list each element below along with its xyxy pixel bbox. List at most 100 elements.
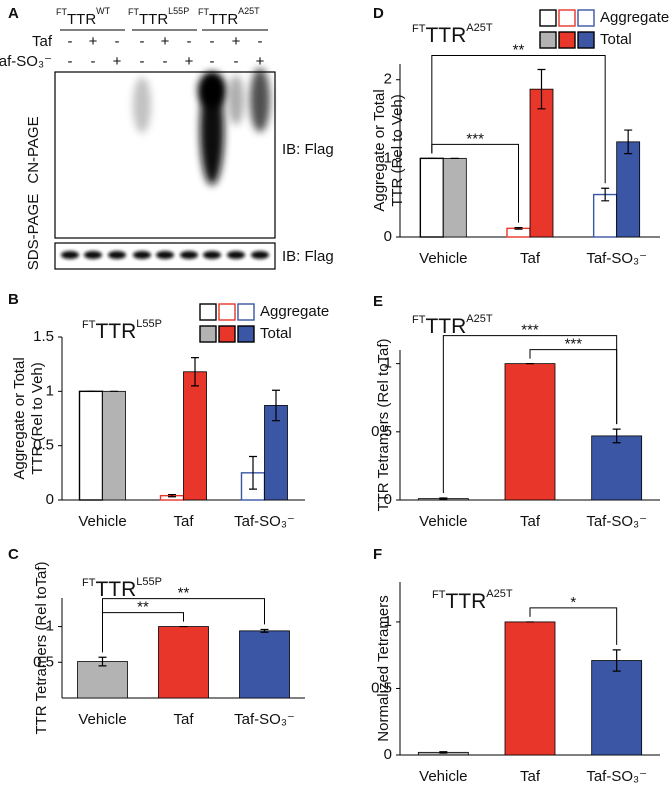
panel-title: FTTTRWT [56, 6, 111, 28]
bar [591, 435, 643, 501]
significance-label: *** [565, 336, 583, 353]
treatment-sign: - [210, 33, 215, 50]
treatment-sign: - [234, 53, 239, 70]
significance-label: ** [178, 585, 190, 602]
panel-letter: F [373, 546, 382, 563]
title-main: TTR [95, 320, 136, 343]
band [180, 251, 198, 259]
title-superscript: A25T [238, 6, 260, 16]
bar [529, 88, 554, 238]
x-tick-label: Vehicle [419, 250, 467, 267]
bar [616, 141, 641, 238]
legend-label: Aggregate [600, 9, 669, 26]
legend-swatch [199, 303, 217, 321]
significance-bracket [431, 55, 606, 184]
bar [239, 630, 290, 699]
x-tick-label: Taf-SO₃⁻ [234, 711, 295, 728]
x-tick-label: Vehicle [419, 768, 467, 785]
antibody-label: IB: Flag [282, 248, 334, 265]
error-bar [439, 751, 448, 754]
title-prefix: FT [56, 7, 67, 17]
title-superscript: L55P [136, 318, 162, 330]
treatment-sign: + [89, 33, 98, 50]
y-axis-label: Normalized Tetramers [375, 595, 392, 741]
legend-label: Aggregate [260, 303, 329, 320]
legend-label: Total [600, 31, 632, 48]
legend-swatch [577, 9, 595, 27]
panel-letter: E [373, 293, 383, 310]
x-tick-label: Vehicle [78, 513, 126, 530]
y-tick-label: 0 [384, 491, 392, 508]
y-tick-label: 2 [384, 71, 392, 88]
title-superscript: A25T [486, 588, 513, 600]
treatment-sign: - [258, 33, 263, 50]
legend-swatch [237, 325, 255, 343]
band [227, 251, 245, 259]
row-label: Taf [32, 33, 53, 50]
title-superscript: L55P [136, 576, 162, 588]
bar [419, 157, 445, 238]
y-axis-label: TTR (Rel to Veh) [29, 362, 46, 475]
smear [250, 68, 270, 132]
legend-swatch [539, 31, 557, 49]
panel-title: FTTTRL55P [82, 576, 162, 601]
y-axis-label: TTR Tetramers (Rel toTaf) [375, 338, 392, 511]
bar [442, 157, 467, 238]
title-main: TTR [67, 11, 96, 28]
treatment-sign: - [210, 53, 215, 70]
x-tick-label: Taf-SO₃⁻ [234, 513, 295, 530]
treatment-sign: - [68, 53, 73, 70]
treatment-sign: + [232, 33, 241, 50]
title-prefix: FT [128, 7, 139, 17]
bar [102, 390, 126, 501]
error-bar [260, 628, 269, 633]
title-main: TTR [209, 11, 238, 28]
x-tick-label: Vehicle [419, 513, 467, 530]
treatment-sign: + [185, 53, 194, 70]
title-main: TTR [425, 315, 466, 338]
error-bar [168, 493, 176, 498]
y-axis-label: TTR (Rel to Veh) [389, 94, 406, 207]
x-tick-label: Taf-SO₃⁻ [586, 513, 647, 530]
y-axis-label: Aggregate or Total [371, 89, 388, 211]
legend-swatch [577, 31, 595, 49]
x-tick-label: Taf [173, 513, 194, 530]
legend-swatch [237, 303, 255, 321]
panel-letter: B [8, 291, 19, 308]
treatment-sign: + [256, 53, 265, 70]
title-superscript: L55P [168, 6, 189, 16]
y-tick-label: 0.5 [371, 679, 392, 696]
y-tick-label: 0 [384, 228, 392, 245]
panel-letter: A [8, 5, 19, 22]
smear [228, 75, 244, 125]
y-tick-label: 0 [384, 746, 392, 763]
significance-bracket [442, 335, 618, 493]
significance-label: *** [521, 322, 539, 339]
y-tick-label: 0.5 [33, 653, 54, 670]
title-prefix: FT [412, 23, 426, 35]
gel-label: SDS-PAGE [25, 194, 42, 270]
title-superscript: A25T [466, 22, 493, 34]
significance-label: ** [137, 599, 149, 616]
bar [504, 621, 556, 756]
bar [77, 661, 128, 699]
band [61, 251, 79, 259]
significance-bracket [102, 598, 265, 653]
title-prefix: FT [82, 577, 96, 589]
treatment-sign: - [91, 53, 96, 70]
antibody-label: IB: Flag [282, 141, 334, 158]
band [84, 251, 102, 259]
y-tick-label: 1 [384, 149, 392, 166]
title-prefix: FT [82, 319, 96, 331]
panel-title: FTTTRA25T [198, 6, 260, 28]
bar [78, 390, 104, 501]
panel-title: FTTTRL55P [82, 318, 162, 343]
error-bar [537, 68, 546, 110]
y-tick-label: 0.5 [33, 437, 54, 454]
x-tick-label: Taf [520, 250, 541, 267]
legend-swatch [218, 325, 236, 343]
bar [504, 363, 556, 501]
y-axis-label: TTR Tetramers (Rel toTaf) [33, 561, 50, 734]
significance-label: *** [466, 130, 484, 147]
